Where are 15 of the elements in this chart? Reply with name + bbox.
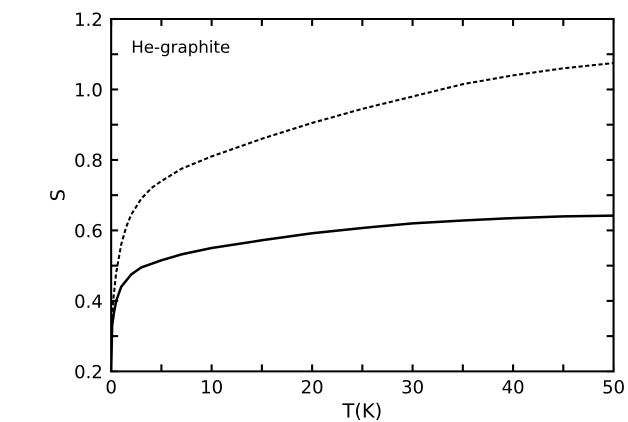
x-axis-title: T(K) bbox=[342, 402, 381, 420]
x-tick-label: 30 bbox=[402, 380, 423, 394]
x-tick-label: 40 bbox=[502, 380, 524, 394]
y-tick-label: 0.2 bbox=[75, 364, 102, 378]
y-tick-label: 1.0 bbox=[76, 82, 102, 97]
y-tick-label: 0.6 bbox=[75, 224, 102, 238]
y-axis-title: S bbox=[50, 190, 65, 200]
annotation: He-graphite bbox=[132, 40, 230, 56]
y-tick-label: 0.4 bbox=[75, 294, 102, 308]
x-tick-label: 20 bbox=[302, 380, 322, 394]
y-tick-label: 1.2 bbox=[76, 12, 102, 26]
x-tick-label: 0 bbox=[106, 380, 116, 394]
x-tick-label: 10 bbox=[202, 380, 222, 394]
y-tick-label: 0.8 bbox=[75, 153, 102, 168]
x-tick-label: 50 bbox=[603, 380, 624, 394]
